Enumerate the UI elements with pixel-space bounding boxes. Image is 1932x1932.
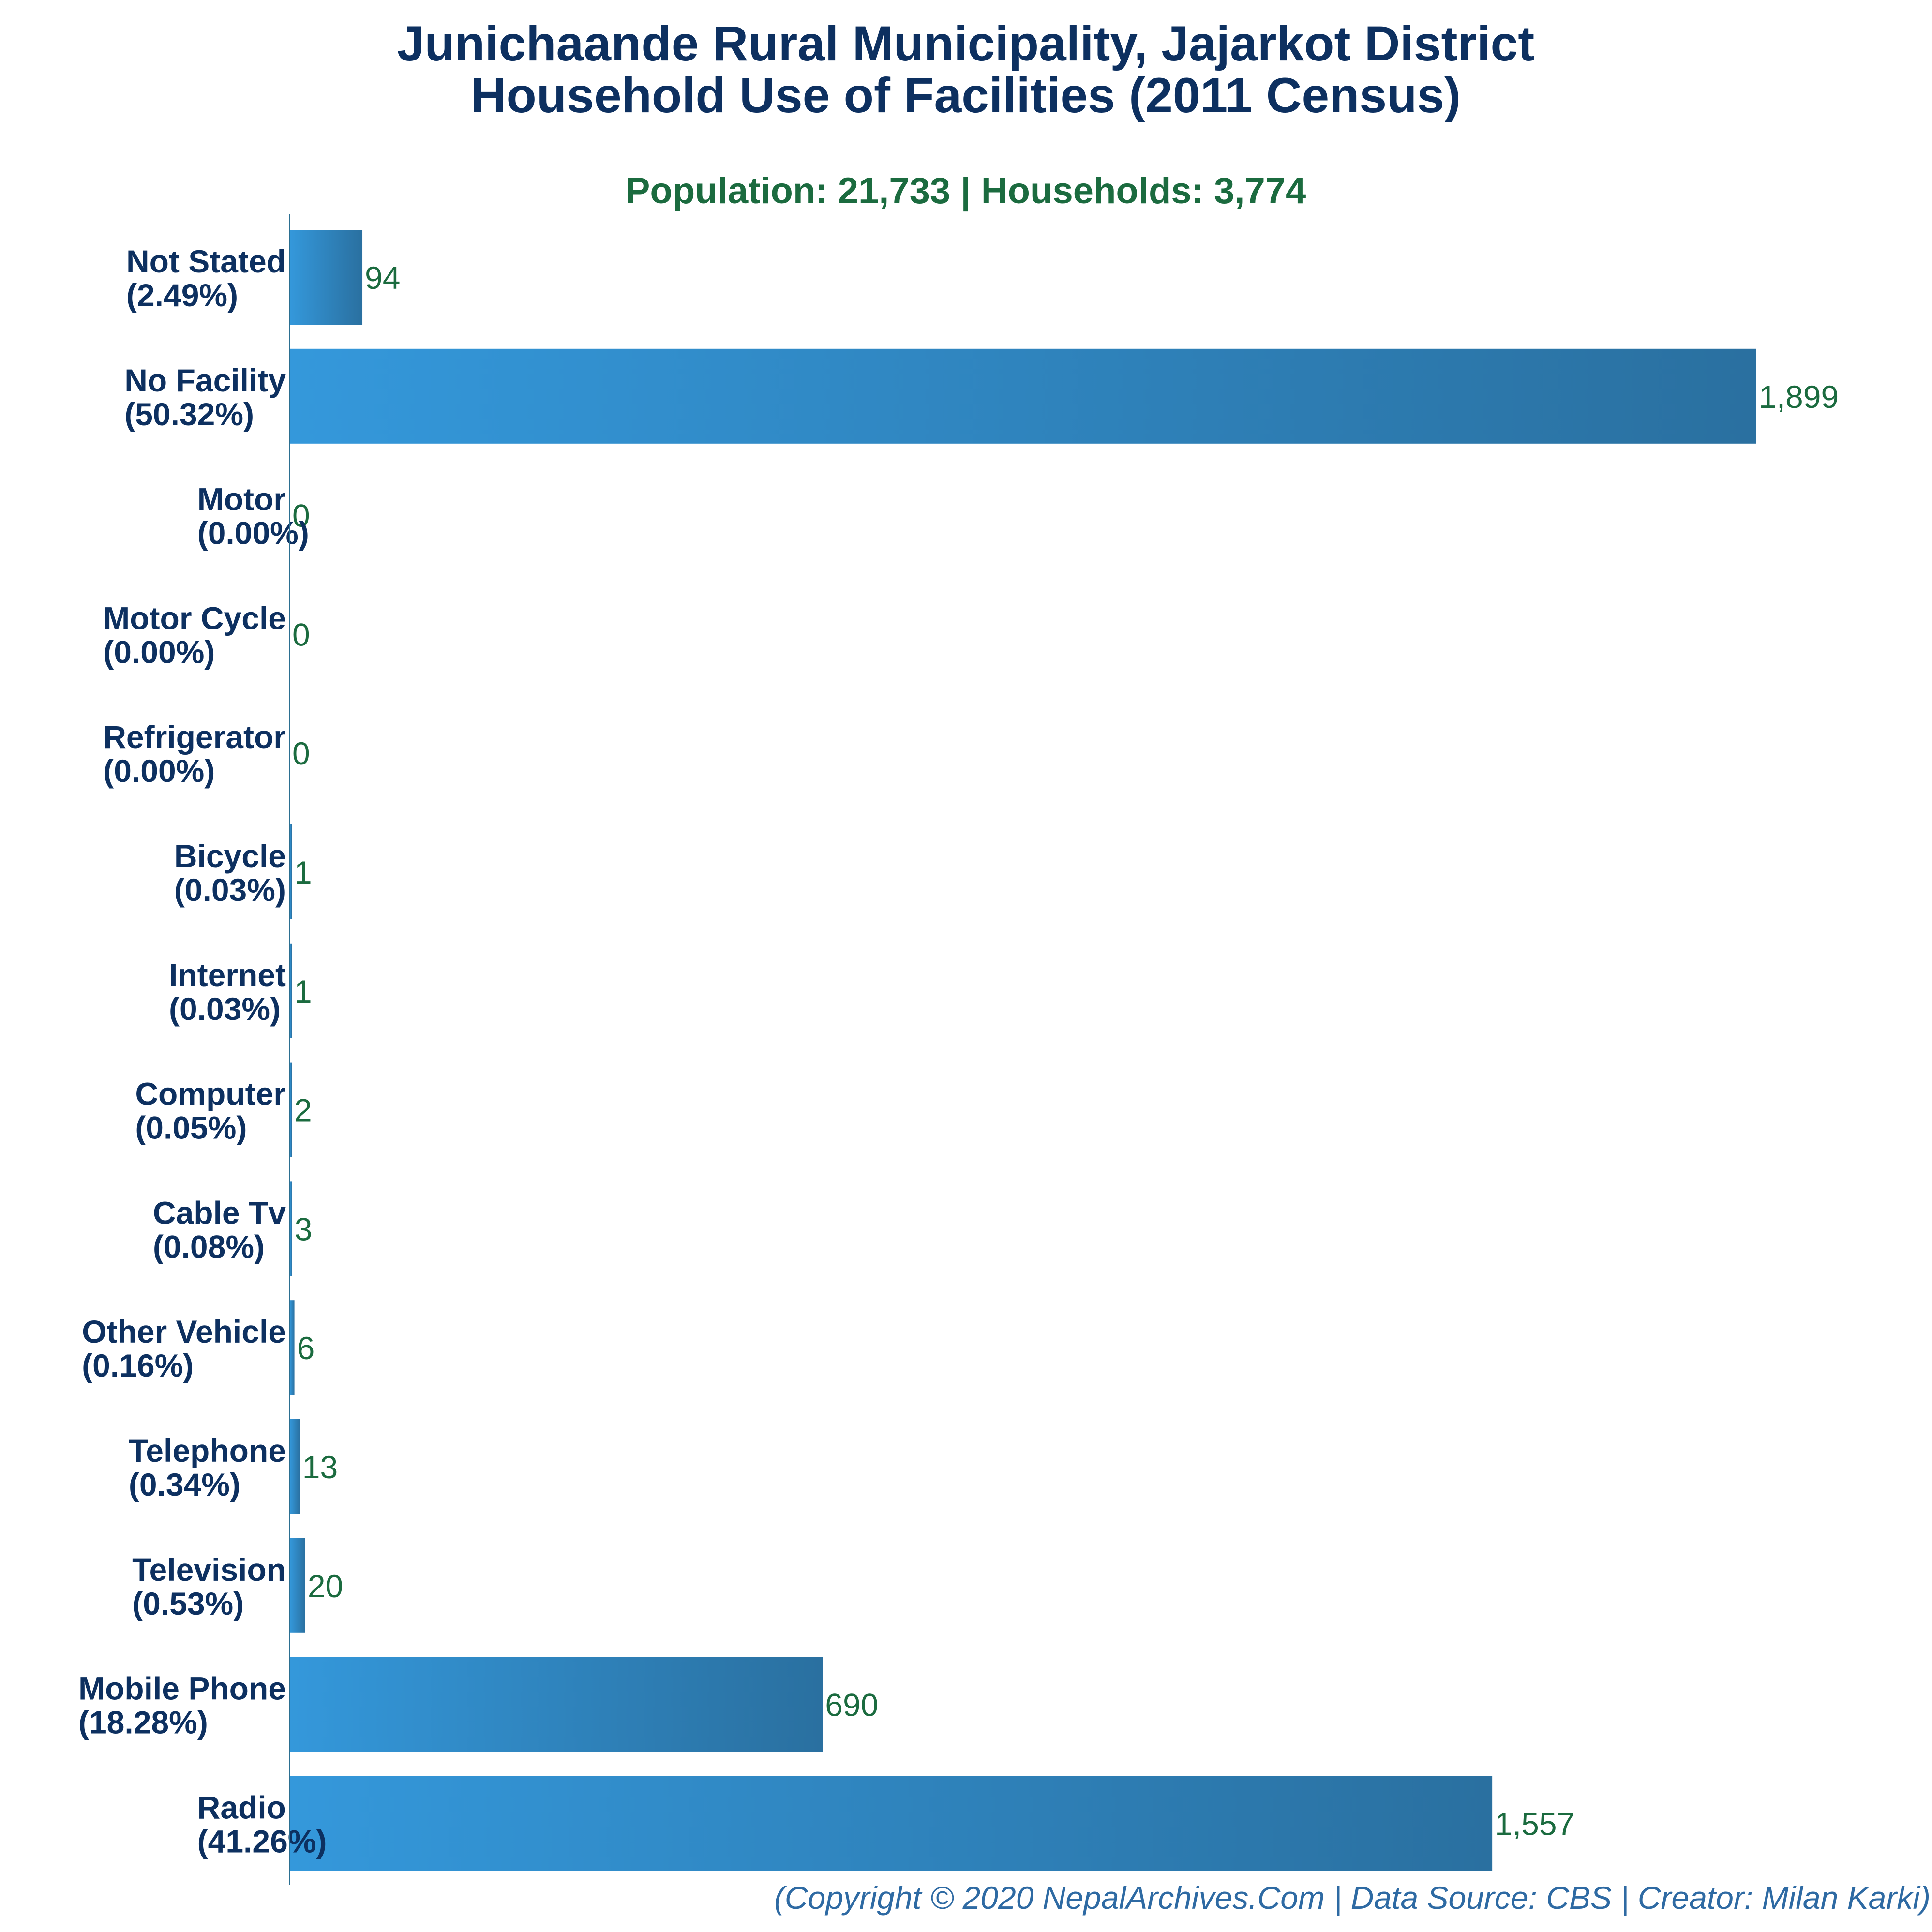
- category-label-mobile-phone: Mobile Phone: [78, 1671, 286, 1707]
- percent-label-computer: (0.05%): [135, 1110, 247, 1146]
- bar-cable-tv: [290, 1181, 292, 1276]
- category-label-internet: Internet: [169, 957, 286, 993]
- percent-label-motor-cycle: (0.00%): [103, 634, 215, 670]
- category-label-telephone: Telephone: [129, 1433, 286, 1468]
- bar-mobile-phone: [290, 1657, 823, 1752]
- chart-subtitle: Population: 21,733 | Households: 3,774: [626, 170, 1306, 212]
- category-label-computer: Computer: [135, 1076, 286, 1112]
- value-label-telephone: 13: [302, 1449, 338, 1485]
- percent-label-bicycle: (0.03%): [174, 872, 286, 908]
- percent-label-radio: (41.26%): [197, 1823, 327, 1859]
- percent-label-no-facility: (50.32%): [124, 396, 254, 432]
- value-label-television: 20: [308, 1568, 343, 1604]
- value-label-motor: 0: [292, 498, 310, 534]
- bar-internet: [290, 943, 292, 1038]
- percent-label-other-vehicle: (0.16%): [82, 1348, 194, 1383]
- bar-no-facility: [290, 348, 1756, 444]
- percent-label-television: (0.53%): [132, 1586, 244, 1621]
- value-label-cable-tv: 3: [295, 1211, 313, 1247]
- percent-label-mobile-phone: (18.28%): [78, 1705, 208, 1740]
- bar-not-stated: [290, 230, 363, 325]
- bar-television: [290, 1538, 305, 1633]
- chart-title-line-1: Junichaande Rural Municipality, Jajarkot…: [397, 16, 1534, 71]
- value-label-mobile-phone: 690: [825, 1687, 878, 1723]
- percent-label-cable-tv: (0.08%): [153, 1228, 265, 1264]
- category-label-no-facility: No Facility: [124, 362, 286, 398]
- category-label-television: Television: [132, 1552, 286, 1588]
- category-label-refrigerator: Refrigerator: [103, 719, 286, 755]
- bar-other-vehicle: [290, 1300, 295, 1395]
- value-label-not-stated: 94: [365, 260, 400, 296]
- percent-label-internet: (0.03%): [169, 991, 281, 1027]
- bar-telephone: [290, 1419, 300, 1514]
- bars-group: 94 Not Stated(2.49%) 1,899 No Facility(50.3…: [78, 230, 1839, 1871]
- value-label-motor-cycle: 0: [292, 616, 310, 652]
- percent-label-not-stated: (2.49%): [126, 277, 238, 313]
- category-label-motor-cycle: Motor Cycle: [103, 600, 286, 636]
- value-label-bicycle: 1: [294, 854, 312, 890]
- category-label-cable-tv: Cable Tv: [153, 1195, 286, 1230]
- category-label-radio: Radio: [197, 1789, 286, 1825]
- chart-title-line-2: Household Use of Facilities (2011 Census…: [471, 68, 1461, 123]
- value-label-refrigerator: 0: [292, 735, 310, 771]
- percent-label-motor: (0.00%): [197, 515, 309, 551]
- category-label-not-stated: Not Stated: [126, 243, 286, 279]
- bar-computer: [290, 1062, 292, 1157]
- value-label-computer: 2: [294, 1093, 312, 1128]
- value-label-other-vehicle: 6: [297, 1330, 315, 1366]
- bar-radio: [290, 1776, 1493, 1871]
- footer-credit: (Copyright © 2020 NepalArchives.Com | Da…: [774, 1880, 1931, 1917]
- category-label-other-vehicle: Other Vehicle: [82, 1314, 286, 1349]
- percent-label-refrigerator: (0.00%): [103, 753, 215, 789]
- value-label-radio: 1,557: [1495, 1806, 1574, 1842]
- bar-bicycle: [290, 824, 292, 919]
- percent-label-telephone: (0.34%): [129, 1467, 240, 1502]
- category-label-motor: Motor: [197, 481, 286, 517]
- value-label-no-facility: 1,899: [1759, 379, 1839, 415]
- category-label-bicycle: Bicycle: [174, 838, 286, 874]
- value-label-internet: 1: [294, 973, 312, 1009]
